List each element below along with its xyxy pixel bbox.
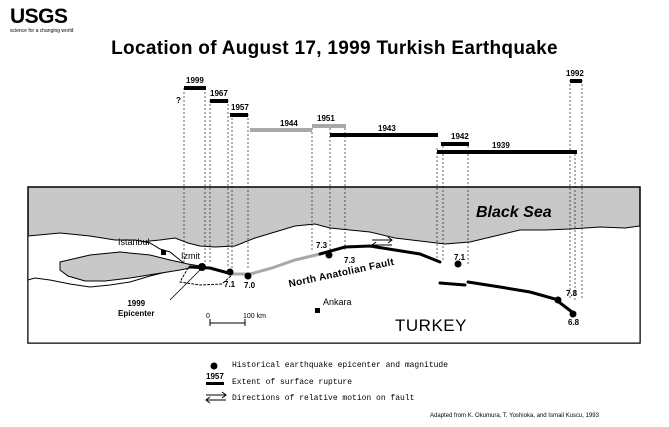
land-turkey	[27, 223, 641, 344]
rupture-bar-1967	[210, 99, 228, 103]
city-label-istanbul: Istanbul	[118, 237, 150, 247]
epicenter-dot	[325, 251, 333, 259]
magnitude-label: 7.0	[244, 281, 256, 290]
rupture-year-1942: 1942	[451, 132, 469, 141]
rupture-year-1943: 1943	[378, 124, 396, 133]
sea-label: Black Sea	[476, 204, 552, 221]
rupture-bar-1939	[437, 150, 577, 154]
rupture-year-1944: 1944	[280, 119, 298, 128]
rupture-year-1992: 1992	[566, 69, 584, 78]
magnitude-label: 7.1	[224, 280, 236, 289]
scale-bar	[209, 319, 246, 326]
scale-start-label: 0	[206, 313, 210, 320]
rupture-year-1939: 1939	[492, 141, 510, 150]
magnitude-label: 6.8	[568, 318, 580, 327]
legend-epicenter-icon	[210, 362, 218, 370]
rupture-bar-1957	[230, 113, 248, 117]
epicenter-dot	[244, 272, 252, 280]
uncertain-mark: ?	[176, 96, 181, 105]
rupture-year-1967: 1967	[210, 89, 228, 98]
source-credit: Adapted from K. Okumura, T. Yoshioka, an…	[430, 413, 599, 419]
legend-rupture-text: Extent of surface rupture	[232, 378, 353, 387]
rupture-bar-1992	[570, 79, 582, 83]
rupture-guides	[183, 80, 583, 300]
legend-rupture-swatch: 1957	[206, 372, 224, 381]
rupture-bar-1999	[184, 86, 206, 90]
legend-motion-text: Directions of relative motion on fault	[232, 394, 415, 403]
epicenter-label: 1999 Epicenter	[118, 299, 154, 319]
fault-trace	[179, 244, 574, 314]
rupture-bar-1942	[441, 142, 469, 146]
epicenter-dot	[198, 263, 206, 271]
motion-arrows-icon	[371, 236, 393, 249]
legend-rupture-swatch-bar	[206, 382, 224, 385]
rupture-bars	[184, 79, 582, 154]
epicenter-dot	[554, 296, 562, 304]
country-label: TURKEY	[395, 316, 467, 335]
magnitude-label: 7.8	[566, 289, 578, 298]
epicenter-markers	[198, 251, 577, 318]
legend-motion-arrows-icon	[205, 391, 227, 404]
rupture-bar-1944	[250, 128, 312, 132]
magnitude-label: 7.3	[316, 241, 328, 250]
city-marker-istanbul	[161, 250, 166, 255]
sea-of-marmara	[59, 251, 201, 282]
epicenter-label-text: Epicenter	[118, 309, 155, 318]
rupture-bar-1951	[312, 124, 346, 128]
city-marker-ankara	[315, 308, 320, 313]
magnitude-label: 7.3	[344, 256, 356, 265]
epicenter-pointer	[169, 269, 201, 301]
epicenter-dot	[454, 260, 462, 268]
magnitude-label: 7.1	[454, 253, 466, 262]
rupture-year-1951: 1951	[317, 114, 335, 123]
usgs-tagline: science for a changing world	[10, 28, 74, 34]
legend-epicenter-text: Historical earthquake epicenter and magn…	[232, 361, 449, 370]
usgs-logo: USGS	[10, 5, 68, 28]
rupture-bar-1943	[330, 133, 438, 137]
rupture-year-1999: 1999	[186, 76, 204, 85]
rupture-year-1957: 1957	[231, 103, 249, 112]
city-label-izmit: Izmit	[181, 251, 200, 261]
city-label-ankara: Ankara	[323, 297, 352, 307]
scale-end-label: 100 km	[243, 313, 266, 320]
epicenter-dot	[569, 310, 577, 318]
epicenter-label-year: 1999	[127, 299, 146, 308]
epicenter-dot	[226, 268, 234, 276]
page-title: Location of August 17, 1999 Turkish Eart…	[111, 38, 558, 59]
